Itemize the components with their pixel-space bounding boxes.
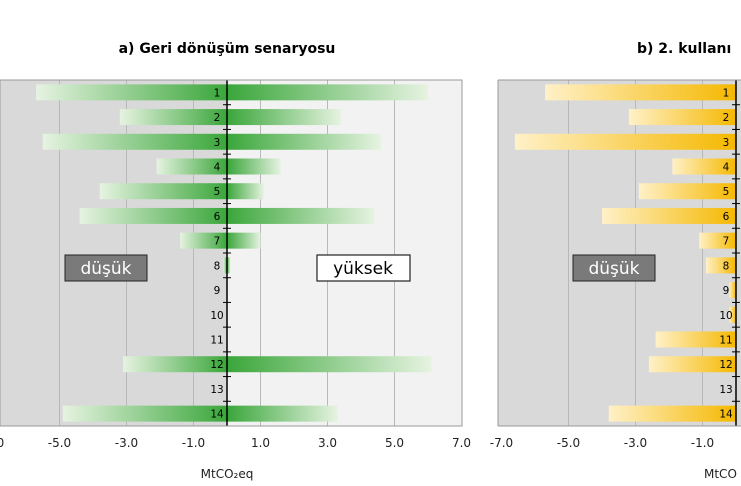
a-bar-low [223,257,227,274]
a-bar-low [123,356,227,373]
low-box-a [64,254,148,282]
a-bar-high [227,232,261,249]
b-category-label: 14 [719,409,733,421]
a-x-tick-label: 5.0 [385,436,404,450]
a-category-label: 12 [210,359,223,371]
panel-b-title: b) 2. kullanı [637,41,731,57]
a-x-tick-label: 3.0 [318,436,337,450]
b-x-tick-label: -3.0 [624,436,647,450]
b-category-label: 3 [723,137,730,149]
a-x-tick-label: 7.0 [452,436,471,450]
panel-b-background [498,80,741,426]
a-category-label: 14 [210,409,224,421]
a-bar-high [227,183,264,200]
panel-recycling-scenario: -7.0-5.0-3.0-1.01.03.05.07.0 12345678910… [0,41,471,481]
low-label-a: düşük [80,259,131,279]
a-category-label: 2 [214,112,221,124]
b-category-label: 2 [723,112,730,124]
b-category-label: 6 [723,211,730,223]
a-x-tick-label: 1.0 [251,436,270,450]
b-x-tick-label: -7.0 [490,436,513,450]
b-bar-low [699,232,736,249]
a-bar-low [79,207,227,224]
a-bar-low [42,133,227,150]
a-bar-low [62,405,227,422]
a-bar-high [227,356,432,373]
a-bar-high [227,109,341,126]
a-category-label: 7 [214,236,221,248]
panel-a-x-axis-label: MtCO₂eq [201,467,254,481]
a-category-label: 4 [214,162,221,174]
b-category-label: 12 [719,359,732,371]
a-bar-high [227,158,281,175]
b-category-label: 5 [723,186,730,198]
a-category-label: 8 [214,260,221,272]
b-bar-low [655,331,736,348]
b-bar-low [545,84,736,101]
b-bar-low [729,306,736,323]
a-category-label: 6 [214,211,221,223]
b-bar-low [628,109,736,126]
b-bar-low [705,257,736,274]
b-category-label: 9 [723,285,730,297]
b-bar-low [602,207,736,224]
a-category-label: 1 [214,87,221,99]
b-category-label: 1 [723,87,730,99]
low-label-b: düşük [588,259,639,279]
high-label-a: yüksek [333,259,393,279]
b-category-label: 4 [723,162,730,174]
a-category-label: 9 [214,285,221,297]
a-category-label: 13 [210,384,223,396]
b-x-tick-label: -1.0 [691,436,714,450]
high-box-a [316,254,411,282]
b-category-label: 13 [719,384,732,396]
panel-a-background-left [0,80,227,426]
b-bar-low [514,133,736,150]
b-x-tick-label: -5.0 [557,436,580,450]
a-x-tick-label: -5.0 [48,436,71,450]
a-bar-low [36,84,227,101]
b-category-label: 8 [723,260,730,272]
a-bar-low [119,109,227,126]
a-category-label: 5 [214,186,221,198]
a-bar-low [156,158,227,175]
a-category-label: 10 [210,310,223,322]
b-bar-low [648,356,736,373]
b-bar-low [638,183,736,200]
a-category-label: 11 [210,335,223,347]
a-bar-high [227,133,382,150]
a-category-label: 3 [214,137,221,149]
panel-a-title: a) Geri dönüşüm senaryosu [119,41,336,57]
panel-a-frame [0,79,463,427]
b-category-label: 10 [719,310,732,322]
b-bar-low [608,405,736,422]
a-bar-high [227,405,338,422]
panel-a-background-right [227,80,462,426]
b-bar-low [672,158,736,175]
a-bar-low [99,183,227,200]
b-category-label: 11 [719,335,732,347]
low-box-b [572,254,656,282]
a-x-tick-label: -1.0 [182,436,205,450]
b-bar-low [729,282,736,299]
a-bar-high [227,257,231,274]
b-category-label: 7 [723,236,730,248]
a-x-tick-label: -3.0 [115,436,138,450]
panel-b-x-axis-label: MtCO [704,467,737,481]
a-bar-high [227,84,428,101]
a-bar-low [180,232,227,249]
a-bar-high [227,207,375,224]
a-x-tick-label: -7.0 [0,436,4,450]
